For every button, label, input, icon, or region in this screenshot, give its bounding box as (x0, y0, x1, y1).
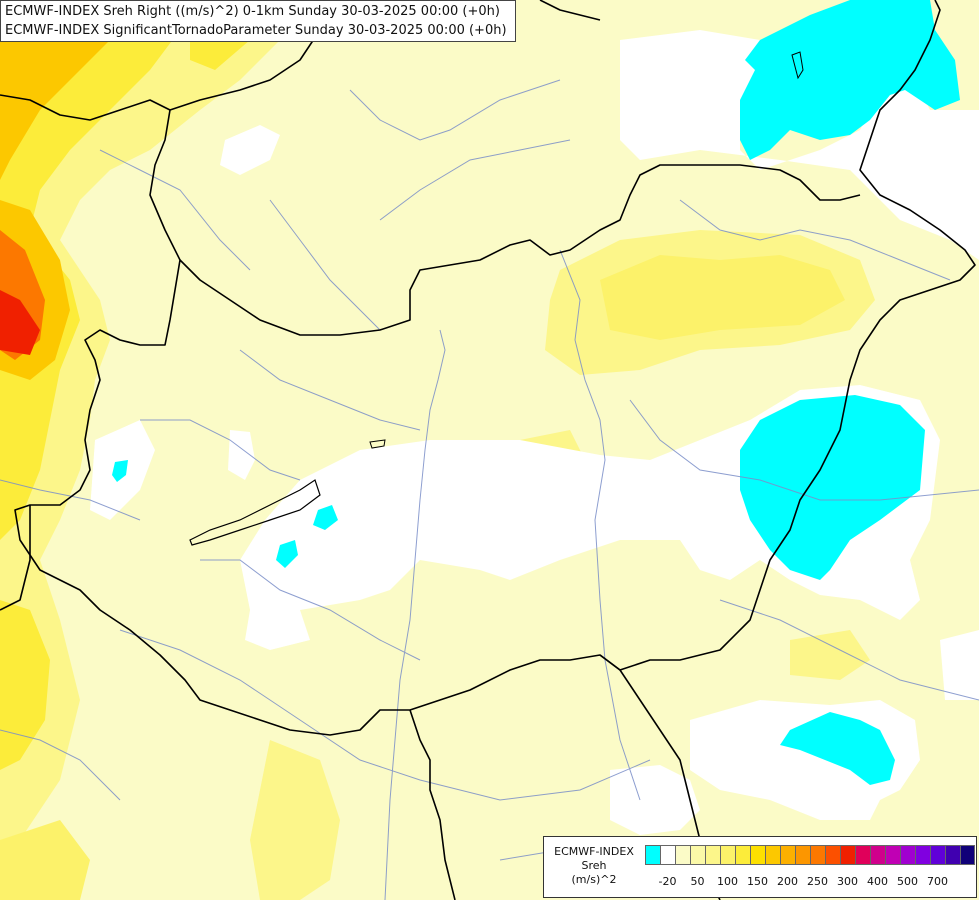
legend-source: ECMWF-INDEX (554, 845, 634, 858)
legend-tick-label: 150 (747, 875, 768, 888)
legend-swatch (690, 845, 705, 865)
map-title-line-2: ECMWF-INDEX SignificantTornadoParameter … (5, 23, 507, 38)
legend-tick-label: 50 (690, 875, 705, 888)
lake-outline (189, 479, 321, 546)
legend-swatch (660, 845, 675, 865)
legend-label: ECMWF-INDEX Sreh (m/s)^2 (546, 845, 642, 887)
legend-swatch (750, 845, 765, 865)
legend-swatch (915, 845, 930, 865)
legend-swatch (870, 845, 885, 865)
legend-ticks: -20 50 100 150 200 250 300 400 500 700 (645, 875, 975, 891)
legend-swatch (795, 845, 810, 865)
sreh-field-negative (112, 0, 960, 785)
legend-swatch (720, 845, 735, 865)
legend-tick-label: 300 (837, 875, 858, 888)
legend-tick-label: -20 (658, 875, 677, 888)
map-title-box: ECMWF-INDEX Sreh Right ((m/s)^2) 0-1km S… (0, 0, 516, 42)
legend-swatch (960, 845, 975, 865)
legend-tick-label: 700 (927, 875, 948, 888)
legend-swatch (840, 845, 855, 865)
legend-tick-label: 100 (717, 875, 738, 888)
legend-tick-label: 200 (777, 875, 798, 888)
legend-swatch (900, 845, 915, 865)
legend-swatch (645, 845, 660, 865)
legend-swatch (705, 845, 720, 865)
legend-swatch (780, 845, 795, 865)
map-title-line-1: ECMWF-INDEX Sreh Right ((m/s)^2) 0-1km S… (5, 4, 500, 19)
legend-tick-label: 400 (867, 875, 888, 888)
small-lake (369, 439, 386, 449)
legend-variable: Sreh (581, 859, 607, 872)
legend-swatches (645, 845, 975, 865)
legend-swatch (855, 845, 870, 865)
legend-swatch (675, 845, 690, 865)
legend-swatch (765, 845, 780, 865)
legend-swatch (930, 845, 945, 865)
color-legend: ECMWF-INDEX Sreh (m/s)^2 -20 50 100 150 200 2… (543, 836, 977, 898)
legend-tick-label: 500 (897, 875, 918, 888)
small-lake-north (791, 51, 804, 80)
legend-swatch (825, 845, 840, 865)
legend-swatch (945, 845, 960, 865)
legend-unit: (m/s)^2 (571, 873, 617, 886)
legend-swatch (810, 845, 825, 865)
legend-swatch (885, 845, 900, 865)
legend-tick-label: 250 (807, 875, 828, 888)
legend-swatch (735, 845, 750, 865)
